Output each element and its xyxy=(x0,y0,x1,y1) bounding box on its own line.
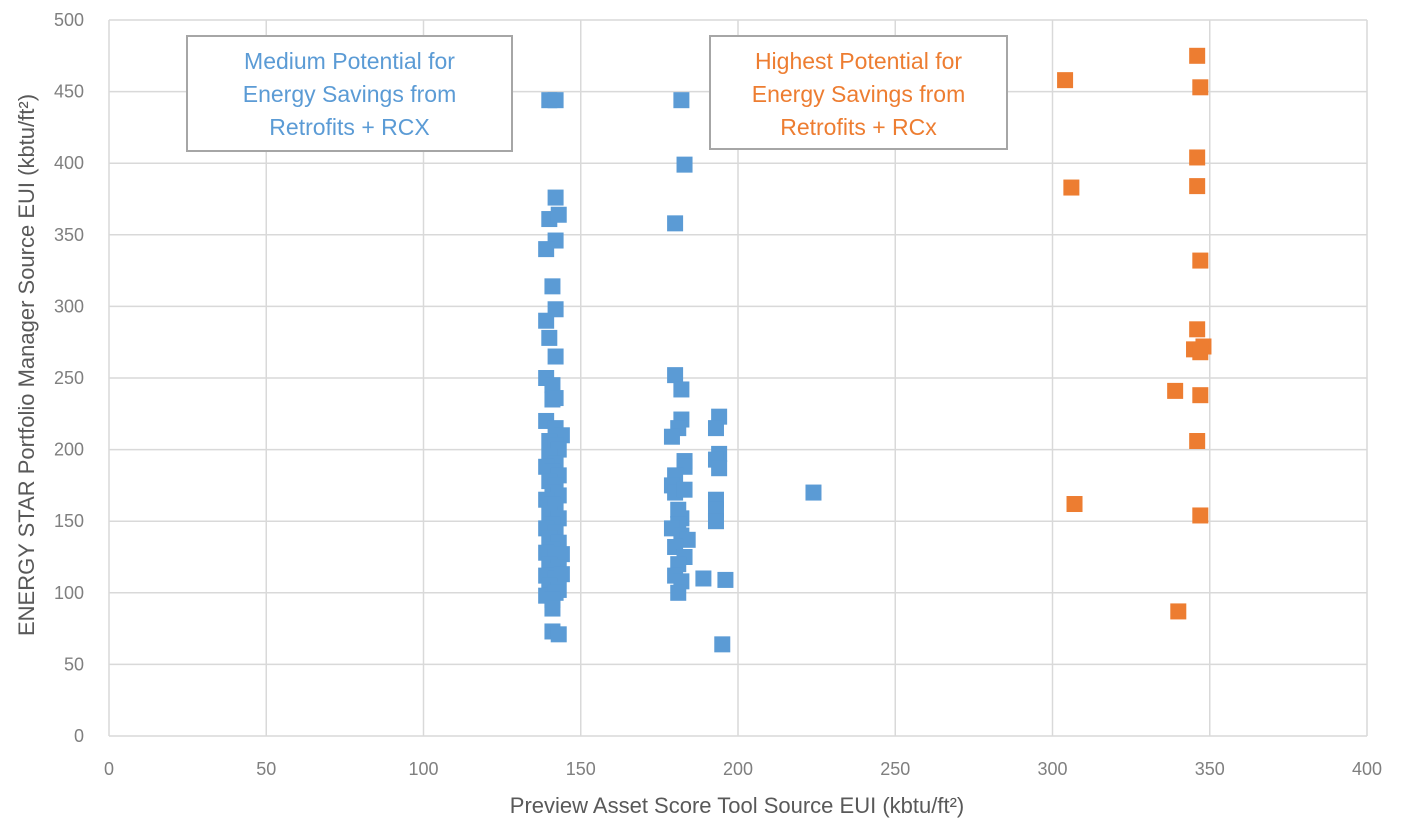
y-tick-label: 150 xyxy=(54,511,84,531)
annotation-medium-line-3: Retrofits + RCX xyxy=(269,114,430,140)
data-point xyxy=(1066,496,1083,513)
data-point xyxy=(553,566,570,583)
y-tick-label: 50 xyxy=(64,654,84,674)
data-point xyxy=(673,381,690,398)
data-point xyxy=(1192,387,1209,404)
x-tick-label: 250 xyxy=(880,759,910,779)
x-tick-label: 300 xyxy=(1037,759,1067,779)
data-point xyxy=(1192,79,1209,96)
data-point xyxy=(1170,603,1187,620)
x-tick-label: 100 xyxy=(408,759,438,779)
data-point xyxy=(667,367,684,384)
data-point xyxy=(1063,179,1080,196)
annotation-highest-line-3: Retrofits + RCx xyxy=(780,114,937,140)
x-tick-label: 200 xyxy=(723,759,753,779)
data-point xyxy=(717,571,734,588)
y-tick-label: 100 xyxy=(54,583,84,603)
x-tick-label: 400 xyxy=(1352,759,1382,779)
y-tick-label: 300 xyxy=(54,296,84,316)
data-point xyxy=(679,531,696,548)
data-point xyxy=(663,428,680,445)
data-point xyxy=(1189,149,1206,166)
data-point xyxy=(714,636,731,653)
y-tick-label: 450 xyxy=(54,82,84,102)
y-tick-label: 400 xyxy=(54,153,84,173)
annotation-medium-potential: Medium Potential for Energy Savings from… xyxy=(186,35,513,152)
data-point xyxy=(676,156,693,173)
data-point xyxy=(544,278,561,295)
data-point xyxy=(550,206,567,223)
y-tick-label: 350 xyxy=(54,225,84,245)
data-point xyxy=(1167,382,1184,399)
data-point xyxy=(1189,321,1206,338)
data-point xyxy=(673,92,690,109)
data-point xyxy=(544,600,561,617)
data-point xyxy=(670,584,687,601)
data-point xyxy=(1189,47,1206,64)
data-point xyxy=(805,484,822,501)
x-tick-label: 0 xyxy=(104,759,114,779)
annotation-medium-line-1: Medium Potential for xyxy=(244,48,455,74)
y-tick-label: 0 xyxy=(74,726,84,746)
annotation-highest-line-2: Energy Savings from xyxy=(751,81,966,107)
data-point xyxy=(538,241,555,258)
data-point xyxy=(1192,344,1209,361)
y-tick-label: 250 xyxy=(54,368,84,388)
data-point xyxy=(1192,507,1209,524)
data-point xyxy=(547,92,564,109)
data-point xyxy=(1192,252,1209,269)
x-tick-label: 50 xyxy=(256,759,276,779)
annotation-highest-line-1: Highest Potential for xyxy=(754,48,963,74)
data-point xyxy=(547,348,564,365)
data-point xyxy=(707,420,724,437)
y-axis-title: ENERGY STAR Portfolio Manager Source EUI… xyxy=(14,94,39,636)
data-point xyxy=(667,215,684,232)
data-point xyxy=(550,626,567,643)
y-tick-label: 200 xyxy=(54,440,84,460)
x-axis-title: Preview Asset Score Tool Source EUI (kbt… xyxy=(510,793,964,818)
x-tick-label: 150 xyxy=(566,759,596,779)
x-tick-label: 350 xyxy=(1195,759,1225,779)
data-point xyxy=(547,390,564,407)
data-point xyxy=(676,481,693,498)
data-point xyxy=(544,377,561,394)
data-point xyxy=(538,312,555,329)
x-axis-tick-labels: 0 50 100 150 200 250 300 350 400 xyxy=(104,759,1382,779)
data-point xyxy=(707,513,724,530)
data-point xyxy=(541,329,558,346)
data-point xyxy=(1189,178,1206,195)
y-tick-label: 500 xyxy=(54,10,84,30)
data-point xyxy=(553,546,570,563)
data-point xyxy=(695,570,712,587)
data-points xyxy=(538,47,1212,653)
data-point xyxy=(1189,433,1206,450)
annotation-medium-line-2: Energy Savings from xyxy=(242,81,457,107)
data-point xyxy=(1057,72,1074,89)
data-point xyxy=(711,460,728,477)
annotation-highest-potential: Highest Potential for Energy Savings fro… xyxy=(709,35,1008,150)
y-axis-tick-labels: 0 50 100 150 200 250 300 350 400 450 500 xyxy=(54,10,84,746)
data-point xyxy=(547,189,564,206)
